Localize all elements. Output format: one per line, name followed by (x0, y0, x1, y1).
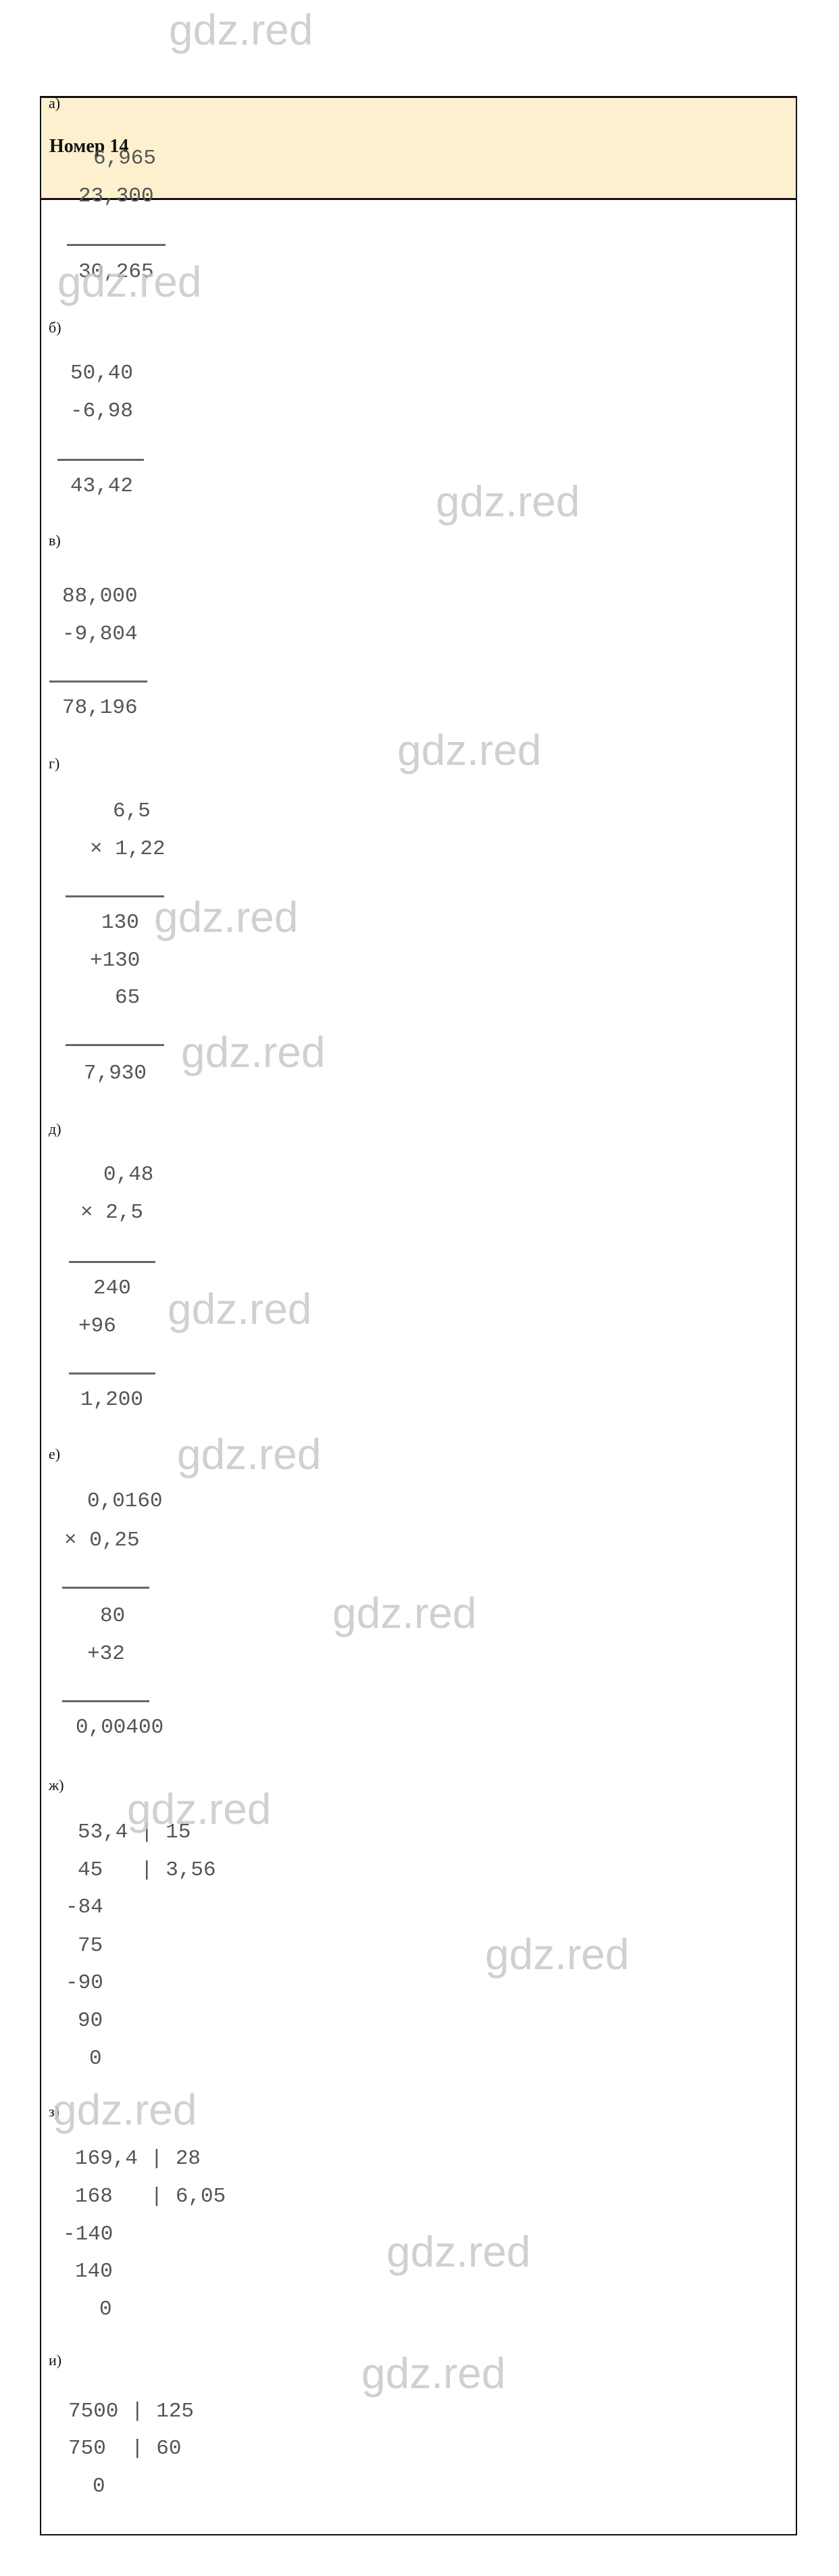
part-label: и) (49, 2352, 62, 2369)
calc-rule (69, 1372, 155, 1374)
calc-line: 169,4 | 28 (75, 2147, 201, 2171)
part-label: в) (49, 532, 61, 549)
calc-line: 7,930 (84, 1062, 147, 1085)
calc-rule (57, 459, 144, 461)
part-label: е) (49, 1445, 61, 1462)
watermark: gdz.red (57, 257, 202, 306)
calc-line: 30,265 (78, 260, 154, 284)
calc-line: -9,804 (62, 622, 138, 646)
calc-line: 80 (100, 1604, 126, 1628)
calc-line: 140 (75, 2260, 113, 2283)
calc-line: × 1,22 (90, 837, 166, 861)
part-label: д) (49, 1120, 61, 1137)
calc-line: +130 (90, 949, 141, 972)
calc-line: -140 (63, 2223, 113, 2246)
calc-line: 0 (99, 2298, 112, 2321)
card-header: Номер 14 (41, 98, 796, 200)
calc-line: 75 (78, 1934, 103, 1958)
part-label: б) (49, 319, 61, 336)
calc-line: 7500 | 125 (68, 2400, 195, 2423)
calc-rule (67, 244, 166, 246)
watermark: gdz.red (485, 1930, 630, 1979)
solution-card: Номер 14 (40, 96, 797, 2535)
calc-line: 0,48 (103, 1163, 154, 1187)
watermark: gdz.red (127, 1785, 272, 1833)
card-title: Номер 14 (49, 136, 129, 157)
part-label: а) (49, 95, 61, 112)
calc-rule (66, 1044, 164, 1046)
calc-line: 78,196 (62, 696, 138, 720)
calc-line: 23,300 (78, 184, 154, 208)
calc-line: 0,0160 (87, 1489, 163, 1513)
watermark: gdz.red (181, 1028, 326, 1076)
calc-line: +96 (78, 1314, 116, 1338)
part-label: ж) (49, 1777, 64, 1793)
watermark: gdz.red (436, 477, 580, 526)
calc-line: 168 | 6,05 (75, 2185, 226, 2208)
calc-line: × 2,5 (80, 1201, 144, 1224)
part-label: г) (49, 755, 60, 772)
calc-line: 65 (115, 986, 141, 1010)
watermark: gdz.red (397, 726, 542, 774)
calc-line: 130 (101, 911, 139, 935)
calc-line: -84 (66, 1896, 103, 1919)
calc-line: -90 (66, 1971, 103, 1995)
watermark: gdz.red (154, 893, 299, 941)
calc-line: 0,00400 (76, 1716, 164, 1739)
watermark: gdz.red (361, 2349, 506, 2398)
calc-line: +32 (87, 1642, 125, 1666)
calc-line: × 0,25 (64, 1529, 140, 1552)
calc-line: 0 (89, 2047, 102, 2071)
calc-line: -6,98 (70, 399, 134, 423)
calc-line: 43,42 (70, 474, 134, 498)
calc-line: 6,5 (113, 799, 151, 823)
calc-line: 6,965 (93, 147, 157, 170)
watermark: gdz.red (53, 2085, 197, 2134)
part-label: з) (49, 2103, 60, 2120)
calc-line: 88,000 (62, 585, 138, 608)
calc-line: 90 (78, 2009, 103, 2033)
watermark: gdz.red (332, 1589, 477, 1637)
calc-line: 240 (93, 1277, 131, 1300)
calc-line: 0 (93, 2475, 105, 2498)
calc-line: 50,40 (70, 362, 134, 385)
calc-rule (62, 1700, 149, 1702)
watermark: gdz.red (177, 1430, 322, 1479)
watermark: gdz.red (168, 1285, 312, 1333)
calc-line: 750 | 60 (68, 2437, 182, 2460)
calc-rule (49, 680, 147, 683)
calc-rule (69, 1261, 155, 1263)
calc-line: 1,200 (80, 1388, 144, 1412)
watermark: gdz.red (386, 2227, 531, 2276)
calc-rule (66, 895, 164, 897)
calc-line: 53,4 | 15 (78, 1820, 191, 1844)
calc-rule (62, 1587, 149, 1589)
calc-line: 45 | 3,56 (78, 1858, 216, 1882)
watermark: gdz.red (169, 5, 313, 54)
